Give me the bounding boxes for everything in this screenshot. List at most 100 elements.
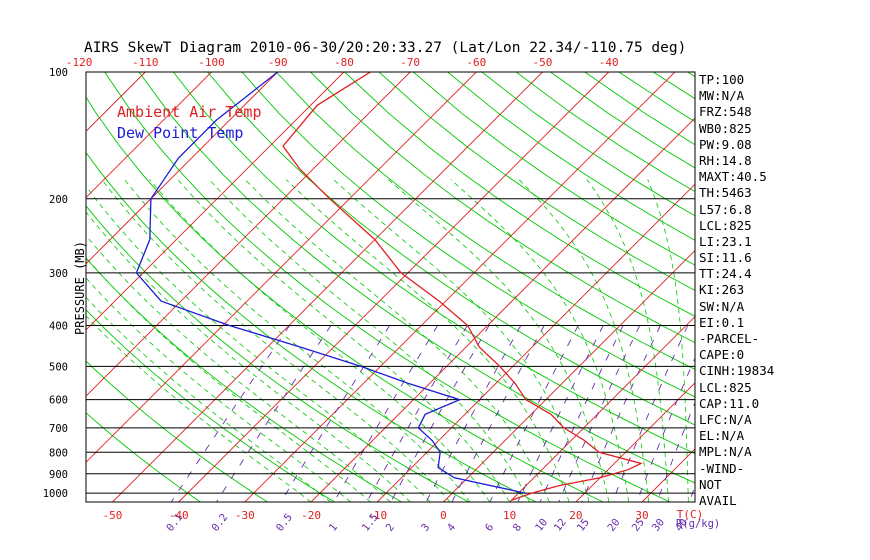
mixing-ratio-label: 20 — [605, 516, 622, 533]
index-line: FRZ:548 — [699, 104, 752, 120]
index-line: LFC:N/A — [699, 411, 752, 427]
isotherm — [86, 72, 477, 463]
index-line: TT:24.4 — [699, 266, 752, 282]
moist-adiabat — [86, 185, 431, 502]
index-line: MAXT:40.5 — [699, 169, 767, 185]
dry-adiabat — [104, 72, 671, 502]
isotherm — [310, 117, 695, 502]
moist-adiabat — [86, 277, 352, 502]
pressure-tick-label: 500 — [49, 361, 68, 373]
moist-adiabat — [208, 179, 530, 502]
isotherm — [376, 183, 695, 502]
mixing-ratio-line — [216, 325, 332, 502]
top-temp-tick: -50 — [533, 56, 553, 69]
pressure-tick-label: 900 — [49, 469, 68, 481]
pressure-tick-label: 400 — [49, 321, 68, 333]
mixing-ratio-line — [366, 325, 468, 502]
index-line: CINH:19834 — [699, 363, 775, 379]
mixing-ratio-label: 6 — [483, 521, 496, 533]
isotherm — [178, 72, 609, 502]
index-line: WB0:825 — [699, 120, 752, 136]
index-line: RH:14.8 — [699, 152, 752, 168]
moist-adiabat — [647, 179, 689, 502]
legend-dew-point-temp: Dew Point Temp — [117, 124, 243, 142]
dry-adiabat — [378, 72, 695, 291]
series-line-dew-point-temp — [135, 72, 526, 494]
isotherm — [86, 72, 411, 397]
isotherm — [509, 316, 695, 502]
index-line: TH:5463 — [699, 185, 752, 201]
mixing-ratio-line — [390, 325, 490, 502]
legend-ambient-air-temp: Ambient Air Temp — [117, 103, 262, 121]
index-line: MW:N/A — [699, 88, 745, 104]
mixing-ratio-line — [558, 325, 641, 502]
index-line: SI:11.6 — [699, 250, 752, 266]
mixing-ratio-label: 12 — [552, 516, 569, 533]
mixing-ratio-label: 10 — [533, 516, 550, 533]
moist-adiabat — [518, 179, 650, 502]
bottom-temp-tick: -30 — [235, 509, 255, 522]
mixing-ratio-label: 2 — [384, 521, 397, 533]
dry-adiabat — [344, 72, 695, 317]
moist-adiabat — [86, 315, 312, 502]
index-line: MPL:N/A — [699, 444, 752, 460]
mixing-ratio-label: 8 — [511, 521, 524, 533]
isotherm — [244, 72, 676, 502]
index-line: -WIND- — [699, 460, 745, 476]
pressure-tick-label: 1000 — [43, 488, 68, 500]
mixing-ratio-label: 0.5 — [274, 512, 295, 534]
chart-title: AIRS SkewT Diagram 2010-06-30/20:20:33.2… — [84, 40, 686, 56]
top-temp-tick: -120 — [66, 56, 93, 69]
top-temp-tick: -80 — [334, 56, 354, 69]
dry-adiabat — [207, 72, 695, 426]
pressure-tick-label: 800 — [49, 447, 68, 459]
top-temp-tick: -70 — [400, 56, 420, 69]
index-line: -PARCEL- — [699, 331, 760, 346]
isotherm — [443, 249, 695, 502]
bottom-temp-tick: 0 — [440, 509, 447, 522]
dry-adiabat — [86, 257, 402, 502]
dry-adiabat — [86, 96, 604, 502]
isotherm — [86, 72, 212, 199]
moist-adiabat — [86, 234, 391, 502]
mixing-ratio-line — [451, 325, 545, 502]
dry-adiabat — [86, 309, 335, 502]
y-axis-label: PRESSURE (MB) — [73, 241, 87, 335]
dry-adiabat — [310, 72, 695, 344]
bottom-temp-tick: 20 — [569, 509, 582, 522]
index-line: LCL:825 — [699, 217, 752, 233]
mixing-ratio-line — [636, 356, 695, 502]
mixing-ratio-lines — [170, 325, 695, 502]
stability-indices-panel: TP:100 MW:N/A FRZ:548 WB0:825 PW:9.08 RH:14.8… — [699, 72, 869, 509]
isotherm — [86, 72, 345, 331]
bottom-temp-tick: -20 — [301, 509, 321, 522]
index-line: LI:23.1 — [699, 233, 752, 249]
pressure-tick-label: 600 — [49, 395, 68, 407]
index-line: L57:6.8 — [699, 201, 752, 217]
series-line-ambient-air-temp — [282, 72, 643, 501]
index-line: AVAIL — [699, 492, 737, 508]
index-line: EI:0.1 — [699, 314, 745, 330]
pressure-tick-label: 100 — [49, 67, 68, 79]
dry-adiabat — [86, 360, 268, 502]
mixing-ratio-label: 3 — [419, 521, 432, 533]
mixing-ratio-line — [612, 325, 689, 502]
top-temp-tick: -60 — [466, 56, 486, 69]
pressure-lines — [86, 198, 695, 494]
top-temp-tick: -110 — [132, 56, 159, 69]
mixing-ratio-line — [280, 325, 390, 502]
moist-adiabat — [86, 211, 411, 502]
index-line: LCL:825 — [699, 379, 752, 395]
isotherm — [86, 72, 279, 265]
dry-adiabat — [86, 151, 537, 502]
bottom-temp-tick: -40 — [169, 509, 189, 522]
moist-adiabat — [149, 179, 491, 502]
bottom-temp-tick: -10 — [367, 509, 387, 522]
top-temp-tick: -100 — [198, 56, 225, 69]
dry-adiabat — [413, 72, 695, 266]
mixing-ratio-line — [333, 325, 438, 502]
index-line: TP:100 — [699, 72, 745, 87]
bottom-temp-tick: 10 — [503, 509, 516, 522]
pressure-tick-label: 200 — [49, 194, 68, 206]
